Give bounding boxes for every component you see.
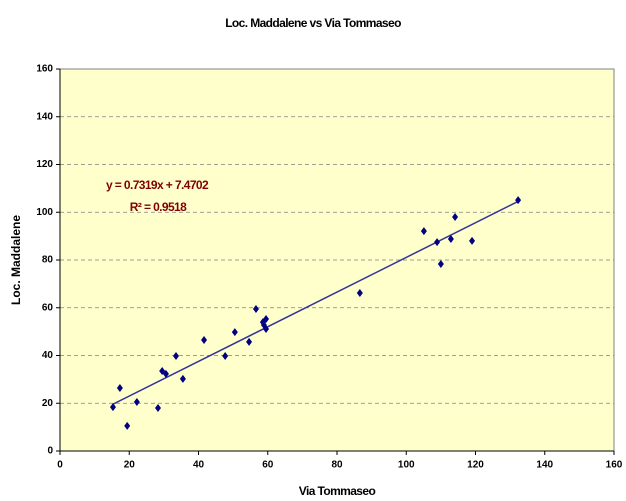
point — [172, 351, 179, 360]
trendline — [112, 200, 519, 405]
x-tick-label: 60 — [262, 460, 274, 471]
point — [154, 404, 161, 413]
r-squared: R² = 0.9518 — [130, 200, 187, 214]
x-tick-label: 20 — [124, 460, 136, 471]
y-tick-label: 100 — [36, 207, 53, 218]
point — [469, 236, 476, 245]
chart-title: Loc. Maddalene vs Via Tommaseo — [225, 16, 401, 30]
x-tick-label: 140 — [536, 460, 553, 471]
point — [231, 328, 238, 337]
y-tick-label: 80 — [42, 255, 54, 266]
equation: y = 0.7319x + 7.4702 — [106, 178, 209, 192]
point — [124, 421, 131, 430]
x-tick-label: 100 — [398, 460, 415, 471]
point — [447, 234, 454, 243]
x-tick-label: 0 — [57, 460, 63, 471]
y-tick-label: 120 — [36, 159, 53, 170]
point — [109, 403, 116, 412]
x-tick-label: 160 — [606, 460, 623, 471]
point — [252, 304, 259, 313]
point — [437, 260, 444, 269]
point — [246, 337, 253, 346]
point — [116, 383, 123, 392]
point — [201, 335, 208, 344]
x-axis-label: Via Tommaseo — [299, 484, 376, 498]
x-tick-label: 120 — [467, 460, 484, 471]
y-tick-label: 0 — [47, 446, 53, 457]
x-tick-label: 80 — [331, 460, 343, 471]
point — [515, 196, 522, 205]
point — [263, 314, 270, 323]
point — [263, 324, 270, 333]
point — [434, 238, 441, 247]
x-tick-label: 40 — [193, 460, 205, 471]
y-tick-label: 20 — [42, 398, 54, 409]
y-tick-label: 140 — [36, 111, 53, 122]
y-tick-label: 40 — [42, 350, 54, 361]
y-tick-label: 160 — [36, 64, 53, 75]
point — [222, 351, 229, 360]
y-axis-label: Loc. Maddalene — [9, 215, 23, 305]
y-tick-label: 60 — [42, 302, 54, 313]
point — [356, 288, 363, 297]
point — [162, 369, 169, 378]
point — [420, 227, 427, 236]
point — [133, 398, 140, 407]
point — [179, 374, 186, 383]
point — [452, 213, 459, 222]
